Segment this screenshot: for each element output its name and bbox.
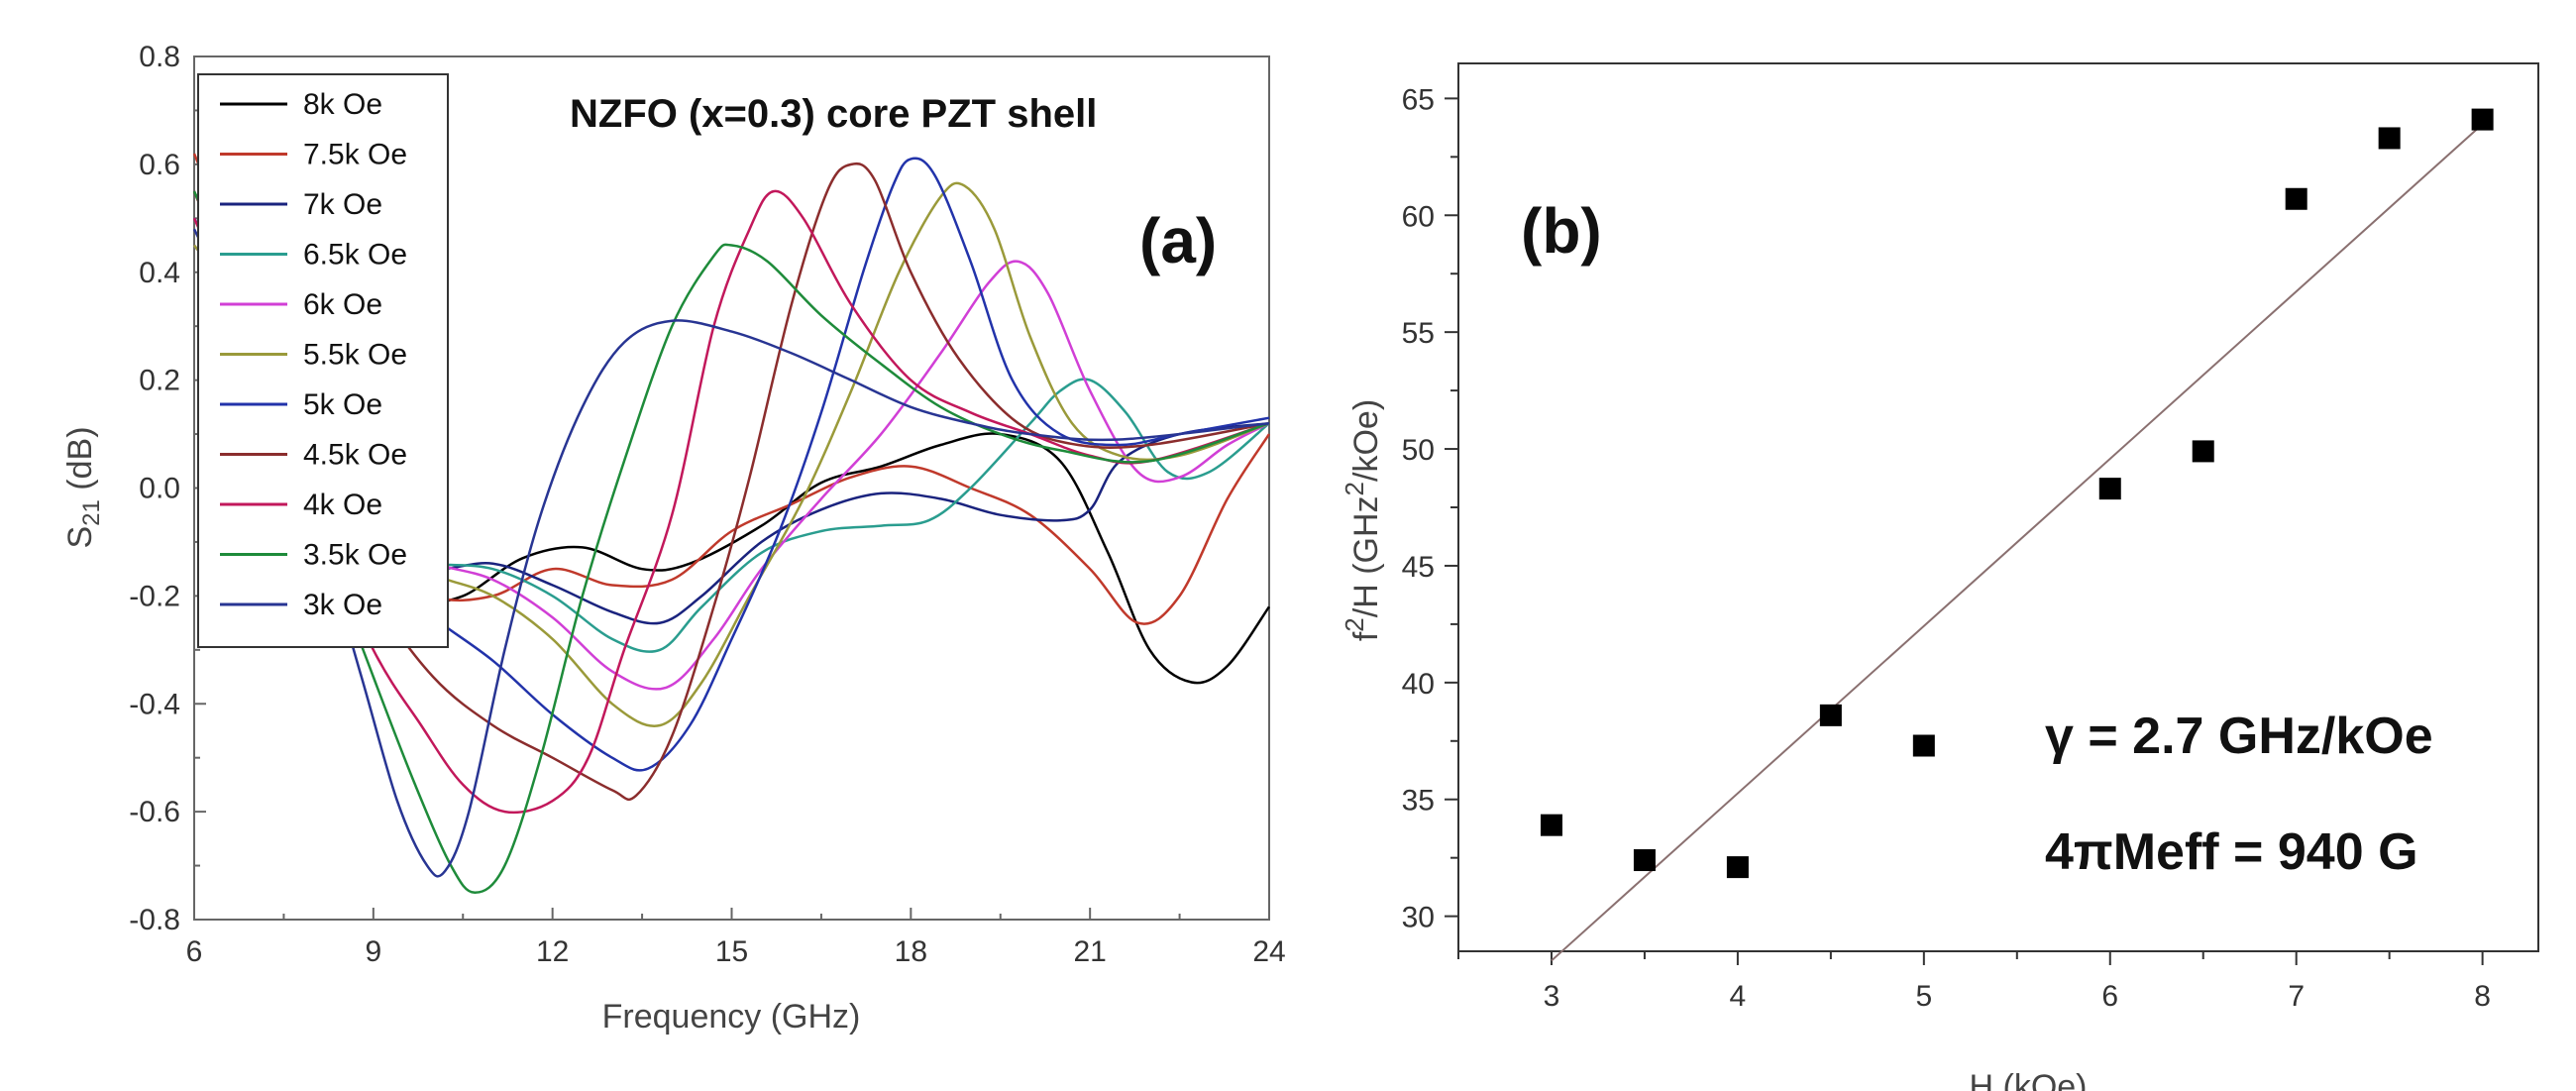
panel-b-x-tick-label: 3 — [1544, 980, 1560, 1013]
panel-b-y-axis-label: f2/H (GHz2/kOe) — [1340, 399, 1385, 641]
panel-a-tick-labels: 6 9 12 15 18 21 24 -0.8 -0.6 -0.4 -0.2 0.0 0.2 0.4 0.6… — [129, 41, 1285, 968]
panel-a-x-tick-label: 12 — [536, 935, 569, 968]
panel-b-y-tick-label: 65 — [1402, 83, 1435, 116]
panel-b-points — [1540, 108, 2494, 879]
panel-b-y-axis-label-sup1: 2 — [1340, 617, 1369, 631]
panel-a-y-tick-label: 0.0 — [139, 473, 180, 505]
panel-a-legend-label: 7k Oe — [303, 188, 382, 221]
panel-a-x-tick-label: 15 — [715, 935, 748, 968]
panel-b-data-point — [2098, 478, 2121, 500]
panel-a-legend-label: 3k Oe — [303, 589, 382, 621]
panel-b-fit-line-group — [1551, 123, 2484, 962]
panel-b-y-tick-label: 45 — [1402, 551, 1435, 584]
panel-b-data-point — [1819, 704, 1842, 726]
panel-a-legend-label: 5k Oe — [303, 388, 382, 421]
panel-a-x-tick-label: 9 — [365, 935, 381, 968]
panel-a-legend-label: 7.5k Oe — [303, 139, 407, 171]
panel-a-x-tick-label: 24 — [1252, 935, 1285, 968]
panel-b-data-point — [1633, 849, 1656, 872]
panel-b-annotation-magnetization: 4πMeff = 940 G — [2045, 823, 2418, 881]
panel-b-data-point — [2285, 187, 2308, 210]
panel-b-x-tick-label: 6 — [2101, 980, 2118, 1013]
panel-a-x-axis-label: Frequency (GHz) — [602, 998, 861, 1036]
panel-a-y-tick-label: 0.4 — [139, 257, 180, 289]
panel-b-y-axis-label-tail: /kOe) — [1347, 399, 1385, 482]
panel-a-legend-label: 4.5k Oe — [303, 439, 407, 472]
panel-b-y-tick-label: 35 — [1402, 785, 1435, 818]
panel-a-label: (a) — [1139, 205, 1217, 276]
panel-b-data-point — [2471, 108, 2494, 131]
panel-a-x-tick-label: 6 — [186, 935, 203, 968]
panel-b-y-tick-label: 55 — [1402, 317, 1435, 350]
panel-a-legend-box — [197, 73, 449, 648]
panel-b-x-tick-label: 4 — [1730, 980, 1747, 1013]
panel-a-title: NZFO (x=0.3) core PZT shell — [570, 92, 1097, 136]
panel-a-y-tick-label: -0.6 — [129, 796, 180, 828]
panel-a-y-axis-label-rest: (dB) — [61, 426, 99, 499]
panel-a-legend-label: 6k Oe — [303, 288, 382, 321]
panel-a-y-tick-label: -0.8 — [129, 904, 180, 936]
panel-a-legend-label: 6.5k Oe — [303, 239, 407, 272]
panel-a-x-tick-label: 18 — [895, 935, 927, 968]
panel-b-y-axis-label-sup2: 2 — [1340, 482, 1369, 495]
panel-b-y-axis-label-mid: /H (GHz — [1347, 495, 1385, 617]
panel-b-plot-frame — [1457, 62, 2539, 952]
panel-b-x-axis-label: H (kOe) — [1970, 1068, 2088, 1091]
panel-b-y-tick-label: 30 — [1402, 902, 1435, 934]
panel-a-y-tick-label: 0.6 — [139, 149, 180, 181]
panel-a-y-tick-label: -0.4 — [129, 688, 180, 720]
panel-b-y-tick-label: 50 — [1402, 434, 1435, 467]
panel-a-chart: 6 9 12 15 18 21 24 -0.8 -0.6 -0.4 -0.2 0.0 0.2 0.4 0.6… — [61, 41, 1286, 1036]
panel-a-x-tick-label: 21 — [1073, 935, 1106, 968]
panel-a-ticks — [193, 55, 1270, 921]
panel-b-y-axis-label-f: f — [1347, 631, 1385, 641]
panel-b-y-tick-label: 60 — [1402, 200, 1435, 233]
panel-b-label: (b) — [1521, 195, 1602, 267]
panel-a-legend-label: 3.5k Oe — [303, 539, 407, 572]
panel-a-y-tick-label: 0.8 — [139, 41, 180, 73]
panel-b-x-tick-label: 5 — [1915, 980, 1932, 1013]
panel-a-y-axis-label: S21 (dB) — [61, 426, 105, 548]
panel-b-annotation-gamma: γ = 2.7 GHz/kOe — [2045, 708, 2433, 765]
panel-b-data-point — [2192, 440, 2214, 463]
panel-a-y-axis-label-sub: 21 — [78, 499, 105, 526]
panel-a-legend: 8k Oe 7.5k Oe 7k Oe 6.5k Oe 6k Oe 5.5k Oe 5k O… — [220, 88, 407, 621]
panel-a-y-axis-label-main: S — [61, 526, 99, 549]
panel-a-legend-label: 4k Oe — [303, 489, 382, 521]
panel-b-fit-line — [1551, 123, 2484, 962]
panel-a-y-tick-label: 0.2 — [139, 365, 180, 397]
panel-b-data-point — [1726, 856, 1749, 879]
panel-b-ticks — [1445, 97, 2484, 965]
panel-b-data-point — [1540, 814, 1562, 836]
panel-b-x-tick-label: 7 — [2288, 980, 2305, 1013]
panel-b-data-point — [2378, 127, 2401, 150]
panel-a-y-tick-label: -0.2 — [129, 580, 180, 612]
panel-a-legend-label: 8k Oe — [303, 88, 382, 121]
panel-b-data-point — [1912, 734, 1935, 757]
panel-a-legend-label: 5.5k Oe — [303, 339, 407, 372]
panel-b-y-tick-label: 40 — [1402, 668, 1435, 701]
panel-b-x-tick-label: 8 — [2474, 980, 2491, 1013]
